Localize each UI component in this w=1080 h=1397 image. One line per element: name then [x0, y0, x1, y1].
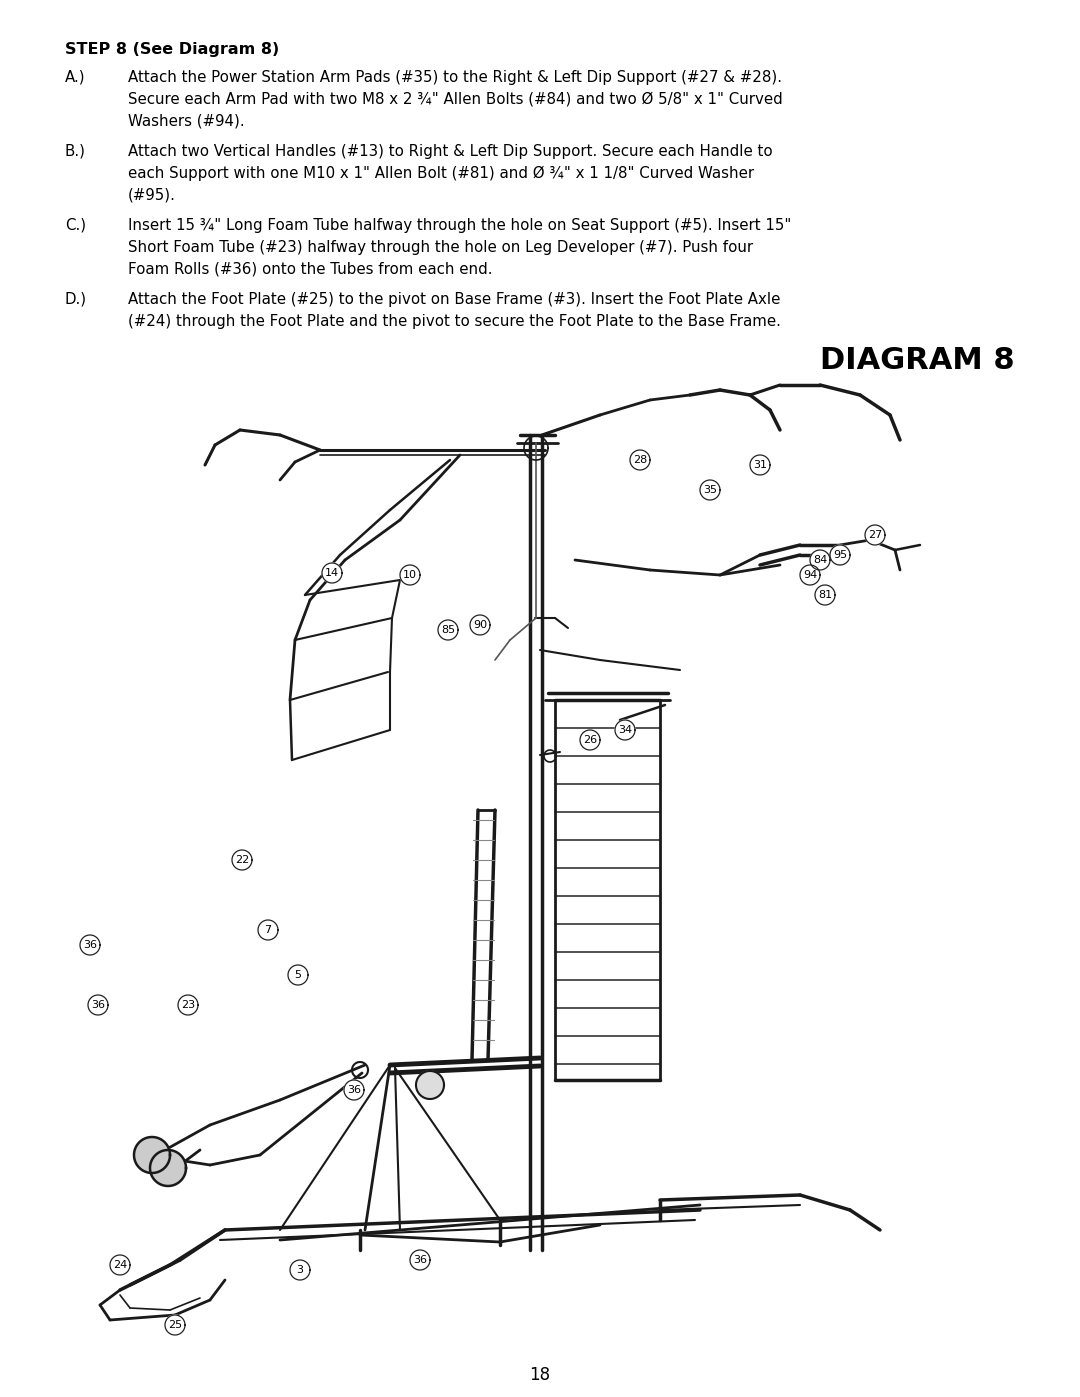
- Polygon shape: [815, 585, 835, 605]
- Polygon shape: [322, 563, 342, 583]
- Text: 23: 23: [181, 1000, 195, 1010]
- Text: B.): B.): [65, 144, 86, 159]
- Text: Attach the Foot Plate (#25) to the pivot on Base Frame (#3). Insert the Foot Pla: Attach the Foot Plate (#25) to the pivot…: [129, 292, 781, 307]
- Text: 84: 84: [813, 555, 827, 564]
- Text: 27: 27: [868, 529, 882, 541]
- Text: Washers (#94).: Washers (#94).: [129, 115, 245, 129]
- Text: STEP 8 (See Diagram 8): STEP 8 (See Diagram 8): [65, 42, 280, 57]
- Polygon shape: [87, 995, 108, 1016]
- Text: 85: 85: [441, 624, 455, 636]
- Polygon shape: [258, 921, 278, 940]
- Polygon shape: [288, 965, 308, 985]
- Polygon shape: [110, 1255, 130, 1275]
- Polygon shape: [831, 545, 850, 564]
- Polygon shape: [134, 1137, 170, 1173]
- Text: 3: 3: [297, 1266, 303, 1275]
- Text: 14: 14: [325, 569, 339, 578]
- Text: A.): A.): [65, 70, 85, 85]
- Polygon shape: [178, 995, 198, 1016]
- Text: Insert 15 ¾" Long Foam Tube halfway through the hole on Seat Support (#5). Inser: Insert 15 ¾" Long Foam Tube halfway thro…: [129, 218, 792, 233]
- Text: 5: 5: [295, 970, 301, 981]
- Polygon shape: [80, 935, 100, 956]
- Polygon shape: [345, 1080, 364, 1099]
- Text: 22: 22: [234, 855, 249, 865]
- Text: 24: 24: [113, 1260, 127, 1270]
- Text: each Support with one M10 x 1" Allen Bolt (#81) and Ø ¾" x 1 1/8" Curved Washer: each Support with one M10 x 1" Allen Bol…: [129, 166, 754, 182]
- Text: 90: 90: [473, 620, 487, 630]
- Text: 36: 36: [413, 1255, 427, 1266]
- Text: (#95).: (#95).: [129, 189, 176, 203]
- Polygon shape: [400, 564, 420, 585]
- Polygon shape: [291, 1260, 310, 1280]
- Text: Foam Rolls (#36) onto the Tubes from each end.: Foam Rolls (#36) onto the Tubes from eac…: [129, 263, 492, 277]
- Text: D.): D.): [65, 292, 87, 307]
- Text: 31: 31: [753, 460, 767, 469]
- Text: 36: 36: [91, 1000, 105, 1010]
- Text: 7: 7: [265, 925, 271, 935]
- Text: 28: 28: [633, 455, 647, 465]
- Polygon shape: [410, 1250, 430, 1270]
- Polygon shape: [438, 620, 458, 640]
- Polygon shape: [165, 1315, 185, 1336]
- Text: 18: 18: [529, 1366, 551, 1384]
- Text: 94: 94: [802, 570, 818, 580]
- Polygon shape: [800, 564, 820, 585]
- Text: 25: 25: [167, 1320, 183, 1330]
- Polygon shape: [470, 615, 490, 636]
- Polygon shape: [232, 849, 252, 870]
- Polygon shape: [630, 450, 650, 469]
- Polygon shape: [150, 1150, 186, 1186]
- Text: 36: 36: [347, 1085, 361, 1095]
- Text: C.): C.): [65, 218, 86, 233]
- Text: 26: 26: [583, 735, 597, 745]
- Text: 34: 34: [618, 725, 632, 735]
- Text: 81: 81: [818, 590, 832, 599]
- Polygon shape: [750, 455, 770, 475]
- Text: DIAGRAM 8: DIAGRAM 8: [821, 346, 1015, 374]
- Text: 35: 35: [703, 485, 717, 495]
- Polygon shape: [416, 1071, 444, 1099]
- Text: 95: 95: [833, 550, 847, 560]
- Text: Short Foam Tube (#23) halfway through the hole on Leg Developer (#7). Push four: Short Foam Tube (#23) halfway through th…: [129, 240, 753, 256]
- Polygon shape: [700, 481, 720, 500]
- Text: (#24) through the Foot Plate and the pivot to secure the Foot Plate to the Base : (#24) through the Foot Plate and the piv…: [129, 314, 781, 330]
- Text: Secure each Arm Pad with two M8 x 2 ¾" Allen Bolts (#84) and two Ø 5/8" x 1" Cur: Secure each Arm Pad with two M8 x 2 ¾" A…: [129, 92, 783, 108]
- Polygon shape: [865, 525, 885, 545]
- Polygon shape: [615, 719, 635, 740]
- Text: Attach two Vertical Handles (#13) to Right & Left Dip Support. Secure each Handl: Attach two Vertical Handles (#13) to Rig…: [129, 144, 772, 159]
- Polygon shape: [810, 550, 831, 570]
- Text: Attach the Power Station Arm Pads (#35) to the Right & Left Dip Support (#27 & #: Attach the Power Station Arm Pads (#35) …: [129, 70, 782, 85]
- Polygon shape: [580, 731, 600, 750]
- Text: 36: 36: [83, 940, 97, 950]
- Text: 10: 10: [403, 570, 417, 580]
